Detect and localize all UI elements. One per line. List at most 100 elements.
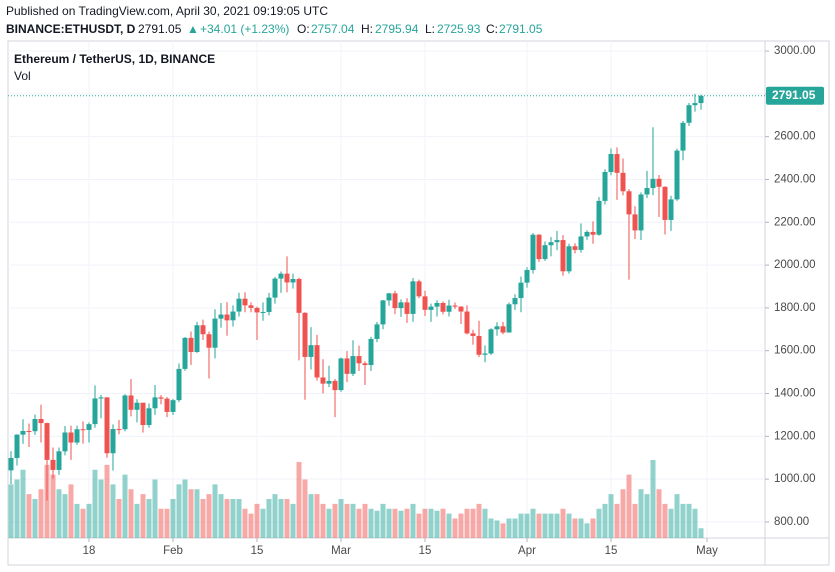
volume-bar (356, 508, 362, 538)
x-tick-label: 15 (419, 545, 432, 557)
change-arrow: ▲ (187, 22, 199, 36)
candle-body (590, 231, 596, 235)
y-tick-label: 2400.00 (774, 174, 816, 186)
candle-body (164, 398, 170, 412)
candle-body (602, 171, 608, 201)
y-tick-label: 2200.00 (774, 216, 816, 228)
candle-body (194, 325, 200, 352)
candle-body (44, 423, 50, 460)
volume-bar (194, 489, 200, 538)
candle-body (200, 325, 206, 335)
volume-bar (446, 513, 452, 538)
volume-bar (164, 508, 170, 538)
candle-body (638, 194, 644, 231)
volume-bar (626, 474, 632, 538)
candle-body (644, 188, 650, 195)
volume-bar (662, 503, 668, 538)
candle-body (614, 154, 620, 173)
volume-bar (188, 489, 194, 538)
volume-bar (350, 503, 356, 538)
volume-bar (308, 494, 314, 538)
volume-bar (284, 499, 290, 538)
candle-body (8, 457, 14, 471)
volume-bar (242, 508, 248, 538)
candle-body (452, 305, 458, 307)
volume-bar (542, 513, 548, 538)
volume-bar (566, 513, 572, 538)
y-tick-label: 2000.00 (774, 259, 816, 271)
candle-body (350, 356, 356, 374)
candle-body (14, 434, 20, 458)
candle-body (272, 278, 278, 298)
volume-bar (518, 513, 524, 538)
candle-body (518, 282, 524, 299)
candle-body (182, 337, 188, 369)
volume-bar (416, 513, 422, 538)
candle-body (338, 358, 344, 391)
x-tick-label: Mar (331, 545, 351, 557)
published-note: Published on TradingView.com, April 30, … (6, 4, 328, 18)
candle-body (410, 281, 416, 314)
y-tick-label: 1400.00 (774, 388, 816, 400)
volume-bar (698, 528, 704, 538)
volume-bar (206, 494, 212, 538)
volume-bar (110, 484, 116, 538)
candle-body (626, 191, 632, 215)
candle-body (632, 214, 638, 231)
candle-body (398, 302, 404, 309)
volume-bar (296, 461, 302, 538)
x-tick-label: Feb (163, 545, 183, 557)
candle-body (584, 231, 590, 237)
candle-body (140, 402, 146, 425)
candle-body (362, 363, 368, 366)
candle-body (488, 329, 494, 354)
last-price-tag (766, 86, 824, 105)
candle-body (440, 302, 446, 312)
volume-bar (278, 499, 284, 538)
chart-frame (7, 40, 830, 566)
open-label: O: (297, 22, 310, 36)
close-value: 2791.05 (499, 22, 543, 36)
candle-body (38, 418, 44, 424)
volume-bar (362, 503, 368, 538)
candle-body (332, 380, 338, 391)
volume-bar (434, 510, 440, 538)
volume-bar (638, 489, 644, 538)
candle-body (86, 424, 92, 430)
volume-bar (470, 508, 476, 538)
candle-body (188, 337, 194, 352)
candle-body (434, 302, 440, 307)
candle-body (662, 186, 668, 220)
volume-bar (314, 494, 320, 538)
candle-body (308, 345, 314, 357)
x-tick-label: 15 (605, 545, 618, 557)
candle-body (506, 304, 512, 333)
candle-body (290, 279, 296, 283)
volume-bar (584, 523, 590, 538)
volume-bar (392, 508, 398, 538)
volume-bar (488, 518, 494, 538)
y-tick-label: 1600.00 (774, 345, 816, 357)
volume-bar (146, 499, 152, 538)
candle-body (26, 430, 32, 432)
candle-body (566, 246, 572, 272)
volume-bar (74, 503, 80, 538)
volume-bar (338, 499, 344, 538)
candle-body (218, 314, 224, 319)
volume-bar (668, 508, 674, 538)
last-price: 2791.05 (138, 22, 182, 36)
volume-bar (272, 494, 278, 538)
volume-bar (218, 494, 224, 538)
candle-body (356, 356, 362, 364)
volume-bar (260, 508, 266, 538)
candle-body (458, 306, 464, 312)
volume-bar (386, 508, 392, 538)
x-tick-label: 15 (251, 545, 264, 557)
candle-body (152, 397, 158, 409)
candle-body (596, 200, 602, 235)
candle-body (116, 429, 122, 431)
volume-bar (476, 503, 482, 538)
volume-bar (290, 503, 296, 538)
candle-body (656, 178, 662, 187)
volume-bar (410, 503, 416, 538)
